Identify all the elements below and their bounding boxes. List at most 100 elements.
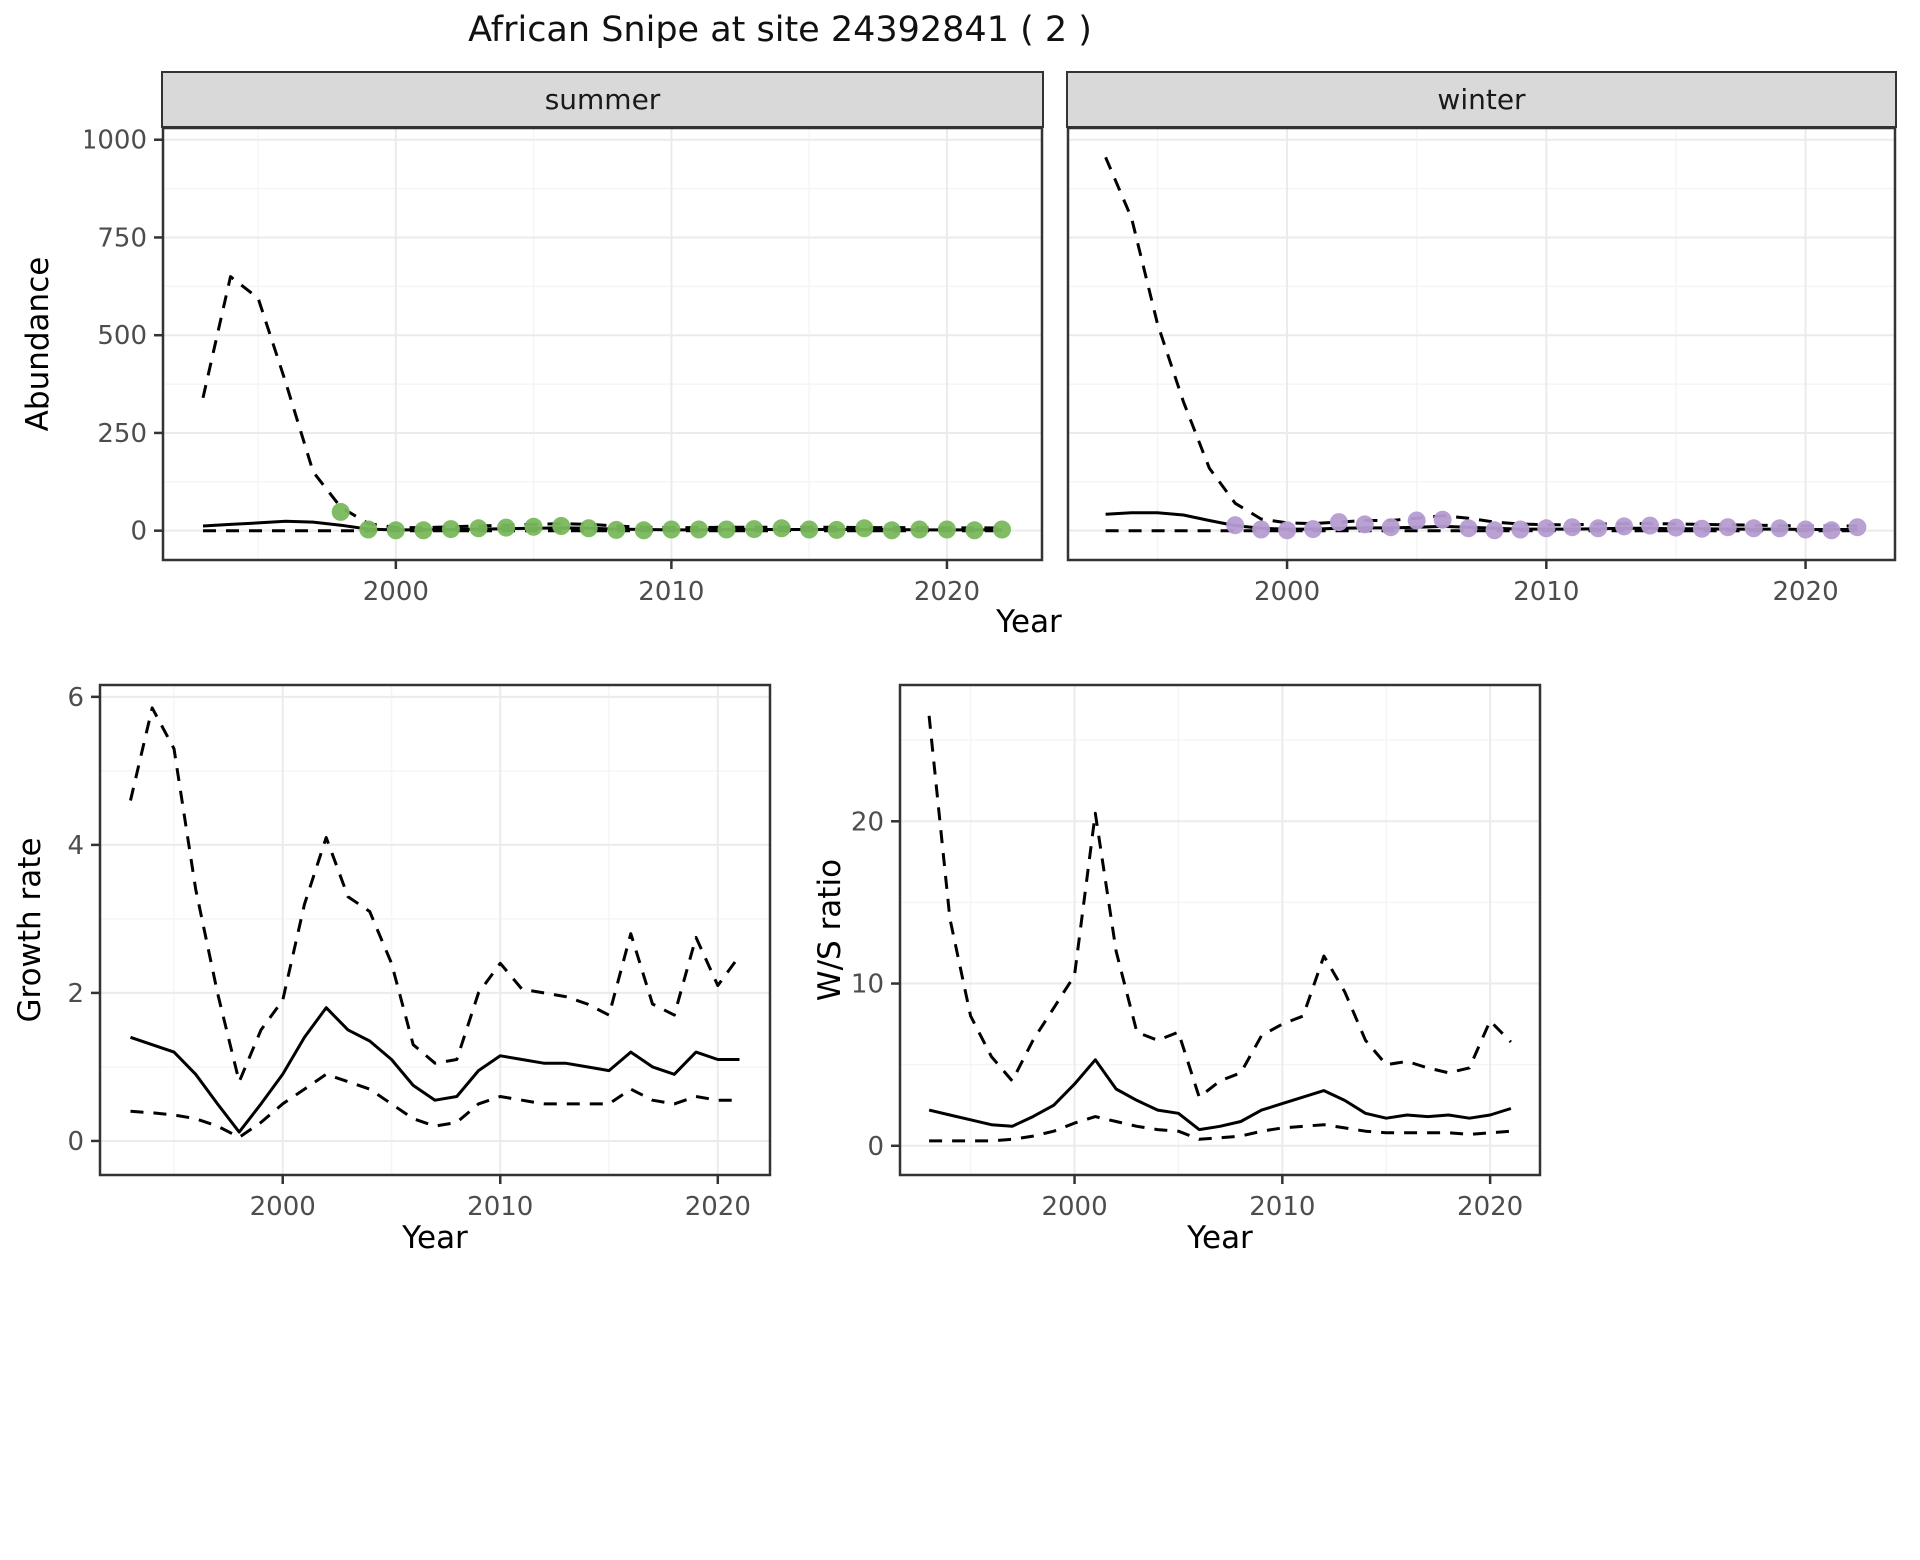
- observed-winter-point: [1304, 520, 1322, 539]
- fit-line: [130, 1006, 740, 1134]
- y-tick-label: 10: [851, 970, 884, 1000]
- facet-strip-summer: summer: [161, 71, 1044, 128]
- panel-background: [163, 128, 1042, 560]
- fit-line: [928, 1058, 1512, 1132]
- observed-winter-point: [1459, 519, 1478, 538]
- observed-summer-point: [855, 519, 874, 538]
- y-tick-label: 0: [130, 517, 147, 547]
- panel-border: [898, 683, 1542, 1177]
- observed-winter-point: [1770, 519, 1789, 538]
- x-tick-label: 2010: [467, 1192, 533, 1222]
- observed-summer-point: [607, 520, 626, 539]
- y-tick-label: 2: [67, 979, 84, 1009]
- y-tick-label: 0: [67, 1127, 84, 1157]
- observed-winter-point: [1718, 518, 1737, 537]
- x-tick-label: 2010: [1249, 1192, 1315, 1222]
- observed-summer-point: [662, 520, 681, 539]
- x-tick-label: 2020: [1772, 577, 1838, 607]
- y-tick-label: 500: [97, 321, 147, 351]
- y-tick-label: 20: [851, 807, 884, 837]
- ws-ratio-chart: 2000 2010 2020 0 10 20: [851, 683, 1542, 1222]
- abundance-y-axis-label: Abundance: [20, 256, 56, 432]
- y-tick-label: 6: [67, 683, 84, 713]
- observed-summer-point: [772, 519, 791, 538]
- observed-winter-point: [1848, 518, 1867, 537]
- observed-winter-point: [1589, 519, 1608, 538]
- x-tick-label: 2020: [685, 1192, 751, 1222]
- observed-summer-point: [524, 517, 543, 536]
- observed-summer-point: [882, 521, 901, 540]
- observed-winter-point: [1252, 520, 1271, 539]
- observed-winter-point: [1822, 521, 1841, 540]
- observed-winter-point: [1666, 518, 1685, 537]
- x-tick-label: 2010: [1513, 577, 1579, 607]
- observed-summer-point: [910, 520, 929, 539]
- abundance-x-axis-label: Year: [996, 604, 1062, 640]
- observed-winter-point: [1433, 510, 1452, 529]
- observed-summer-point: [689, 520, 708, 539]
- observed-winter-point: [1615, 517, 1634, 536]
- observed-summer-point: [717, 520, 736, 539]
- abundance-winter-chart: 2000 2010 2020: [1066, 126, 1897, 607]
- x-tick-label: 2010: [638, 577, 704, 607]
- observed-summer-point: [497, 518, 516, 537]
- observed-winter-point: [1485, 521, 1504, 540]
- observed-summer-point: [386, 521, 405, 540]
- y-tick-label: 250: [97, 419, 147, 449]
- observed-summer-point: [965, 521, 984, 540]
- observed-summer-point: [993, 520, 1011, 539]
- observed-summer-point: [745, 520, 764, 539]
- observed-winter-point: [1407, 511, 1426, 530]
- panel-background: [900, 685, 1540, 1175]
- observed-winter-point: [1511, 520, 1530, 539]
- observed-summer-point: [634, 521, 653, 540]
- y-tick-label: 0: [867, 1132, 884, 1162]
- observed-winter-point: [1355, 515, 1374, 534]
- observed-winter-point: [1796, 520, 1815, 539]
- panel-background: [1068, 128, 1895, 560]
- observed-winter-point: [1226, 516, 1245, 535]
- lower_ci-line: [130, 1072, 740, 1139]
- observed-winter-point: [1641, 516, 1659, 535]
- abundance-summer-chart: 2000 2010 2020 0 250 500 750 1000: [85, 126, 1044, 607]
- observed-summer-point: [800, 520, 819, 539]
- growth-x-axis-label: Year: [402, 1220, 468, 1256]
- x-tick-label: 2000: [1041, 1192, 1107, 1222]
- upper_ci-line: [129, 706, 741, 1084]
- x-tick-label: 2000: [250, 1192, 316, 1222]
- lower_ci-line: [929, 1115, 1512, 1143]
- observed-summer-point: [414, 521, 433, 540]
- figure-title: African Snipe at site 24392841 ( 2 ): [468, 10, 1092, 50]
- observed-summer-point: [469, 519, 488, 538]
- observed-winter-point: [1744, 519, 1763, 538]
- observed-winter-point: [1329, 513, 1348, 532]
- y-tick-label: 1000: [85, 126, 147, 156]
- panel-border: [1066, 126, 1897, 562]
- upper_ci-line: [927, 715, 1512, 1099]
- x-tick-label: 2000: [363, 577, 429, 607]
- panel-border: [161, 126, 1044, 562]
- upper_ci-line: [201, 275, 1002, 530]
- observed-winter-point: [1381, 518, 1400, 537]
- y-tick-label: 750: [97, 223, 147, 253]
- observed-winter-point: [1537, 519, 1556, 538]
- panel-border: [98, 683, 772, 1177]
- observed-summer-point: [359, 520, 378, 539]
- observed-summer-point: [331, 502, 350, 521]
- x-tick-label: 2020: [1457, 1192, 1523, 1222]
- observed-winter-point: [1692, 519, 1711, 538]
- observed-summer-point: [579, 519, 598, 538]
- panel-background: [100, 685, 770, 1175]
- observed-summer-point: [441, 520, 460, 539]
- observed-winter-point: [1563, 518, 1582, 537]
- observed-summer-point: [827, 520, 846, 539]
- y-tick-label: 4: [67, 831, 84, 861]
- ratio-x-axis-label: Year: [1187, 1220, 1253, 1256]
- x-tick-label: 2020: [914, 577, 980, 607]
- x-tick-label: 2000: [1254, 577, 1320, 607]
- observed-winter-point: [1278, 521, 1297, 540]
- growth-rate-chart: 2000 2010 2020 0 2 4 6: [67, 683, 772, 1222]
- observed-summer-point: [937, 520, 956, 539]
- observed-summer-point: [552, 517, 571, 535]
